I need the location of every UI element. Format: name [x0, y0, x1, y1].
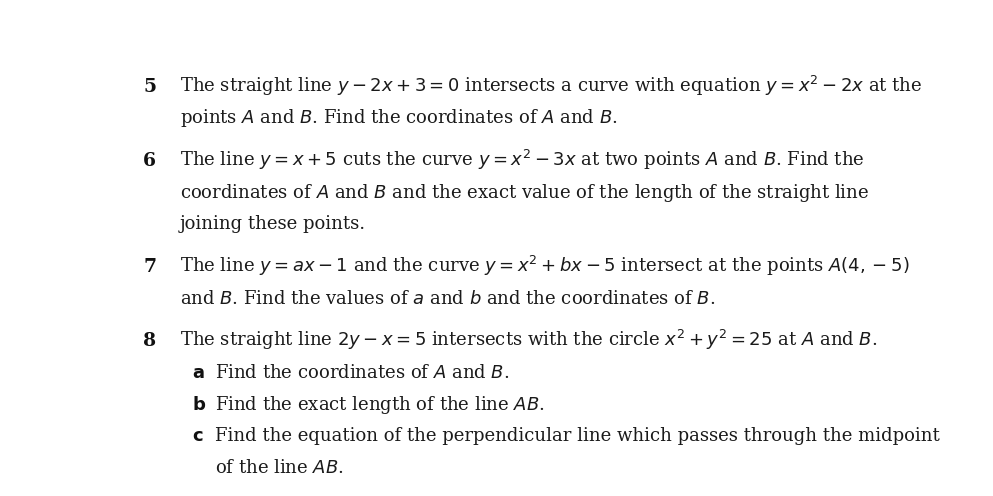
Text: Find the exact length of the line $AB$.: Find the exact length of the line $AB$. [214, 394, 544, 416]
Text: $\mathbf{b}$: $\mathbf{b}$ [192, 396, 206, 414]
Text: Find the equation of the perpendicular line which passes through the midpoint: Find the equation of the perpendicular l… [214, 428, 939, 445]
Text: 6: 6 [143, 152, 156, 170]
Text: 7: 7 [143, 258, 156, 276]
Text: $\mathbf{a}$: $\mathbf{a}$ [192, 364, 205, 381]
Text: $\mathbf{c}$: $\mathbf{c}$ [192, 428, 204, 445]
Text: The line $y=x+5$ cuts the curve $y=x^{2}-3x$ at two points $A$ and $B$. Find the: The line $y=x+5$ cuts the curve $y=x^{2}… [180, 148, 864, 172]
Text: The straight line $y-2x+3=0$ intersects a curve with equation $y=x^{2}-2x$ at th: The straight line $y-2x+3=0$ intersects … [180, 74, 922, 98]
Text: and $B$. Find the values of $a$ and $b$ and the coordinates of $B$.: and $B$. Find the values of $a$ and $b$ … [180, 290, 715, 308]
Text: 5: 5 [143, 78, 156, 96]
Text: joining these points.: joining these points. [180, 215, 365, 234]
Text: The line $y=ax-1$ and the curve $y=x^{2}+bx-5$ intersect at the points $A(4,-5)$: The line $y=ax-1$ and the curve $y=x^{2}… [180, 254, 909, 278]
Text: points $A$ and $B$. Find the coordinates of $A$ and $B$.: points $A$ and $B$. Find the coordinates… [180, 107, 618, 129]
Text: of the line $AB$.: of the line $AB$. [214, 459, 344, 477]
Text: The straight line $2y-x=5$ intersects with the circle $x^{2}+y^{2}=25$ at $A$ an: The straight line $2y-x=5$ intersects wi… [180, 328, 877, 352]
Text: coordinates of $A$ and $B$ and the exact value of the length of the straight lin: coordinates of $A$ and $B$ and the exact… [180, 182, 869, 204]
Text: Find the coordinates of $A$ and $B$.: Find the coordinates of $A$ and $B$. [214, 364, 509, 381]
Text: 8: 8 [143, 332, 157, 350]
